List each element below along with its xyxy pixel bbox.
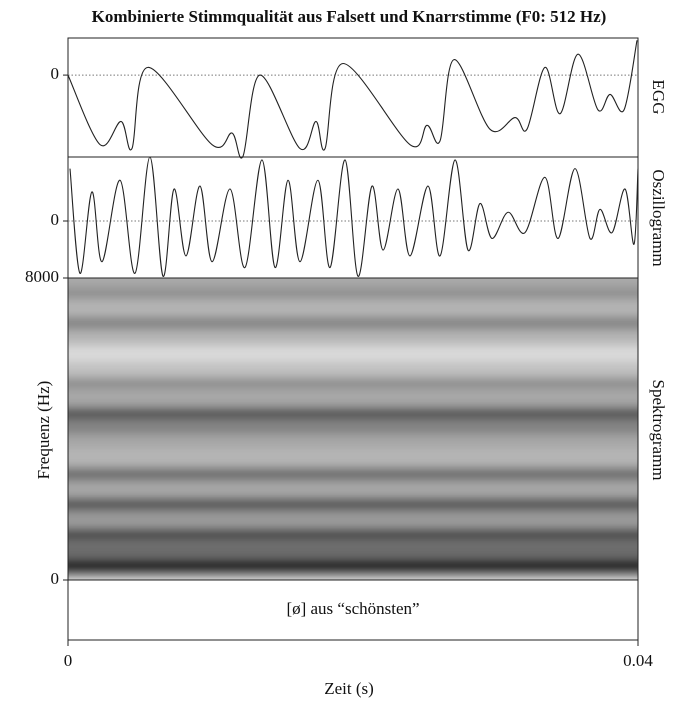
panel-label: Spektrogramm	[649, 379, 668, 480]
spectrogram-band	[68, 391, 638, 406]
spectrogram-band	[68, 301, 638, 316]
spectrogram-band	[68, 482, 638, 497]
spectrogram-band	[68, 331, 638, 346]
spectrogram-band	[68, 421, 638, 437]
spectrogram-band	[68, 467, 638, 482]
spectrogram-band	[68, 542, 638, 557]
figure-title: Kombinierte Stimmqualität aus Falsett un…	[92, 7, 607, 26]
waveform	[67, 40, 638, 159]
spectrogram-band	[68, 406, 638, 422]
y-tick-label: 0	[51, 569, 60, 588]
spectrogram-band	[68, 346, 638, 361]
annotation: [ø] aus “schönsten”	[286, 599, 419, 618]
panel-label: EGG	[649, 80, 668, 115]
spectrogram-band	[68, 361, 638, 376]
spectrogram-band	[68, 285, 638, 301]
y-tick-label: 8000	[25, 267, 59, 286]
x-tick-label: 0.04	[623, 651, 653, 670]
spectrogram-band	[68, 436, 638, 452]
spectrogram-band	[68, 512, 638, 527]
spectrogram-band	[68, 376, 638, 391]
spectrogram-band	[68, 527, 638, 542]
panel-label: Oszillogramm	[649, 169, 668, 266]
waveform	[69, 156, 639, 277]
y-axis-label: Frequenz (Hz)	[34, 381, 53, 480]
x-axis-label: Zeit (s)	[324, 679, 374, 698]
y-tick-label: 0	[51, 210, 60, 229]
spectrogram-band	[68, 278, 638, 286]
frame	[67, 37, 639, 641]
spectrogram	[68, 278, 638, 580]
y-tick-label: 0	[51, 64, 60, 83]
spectrogram-band	[68, 316, 638, 331]
spectrogram-band	[68, 497, 638, 512]
spectrogram-band	[68, 557, 638, 573]
x-tick-label: 0	[64, 651, 73, 670]
spectrogram-band	[68, 452, 638, 467]
